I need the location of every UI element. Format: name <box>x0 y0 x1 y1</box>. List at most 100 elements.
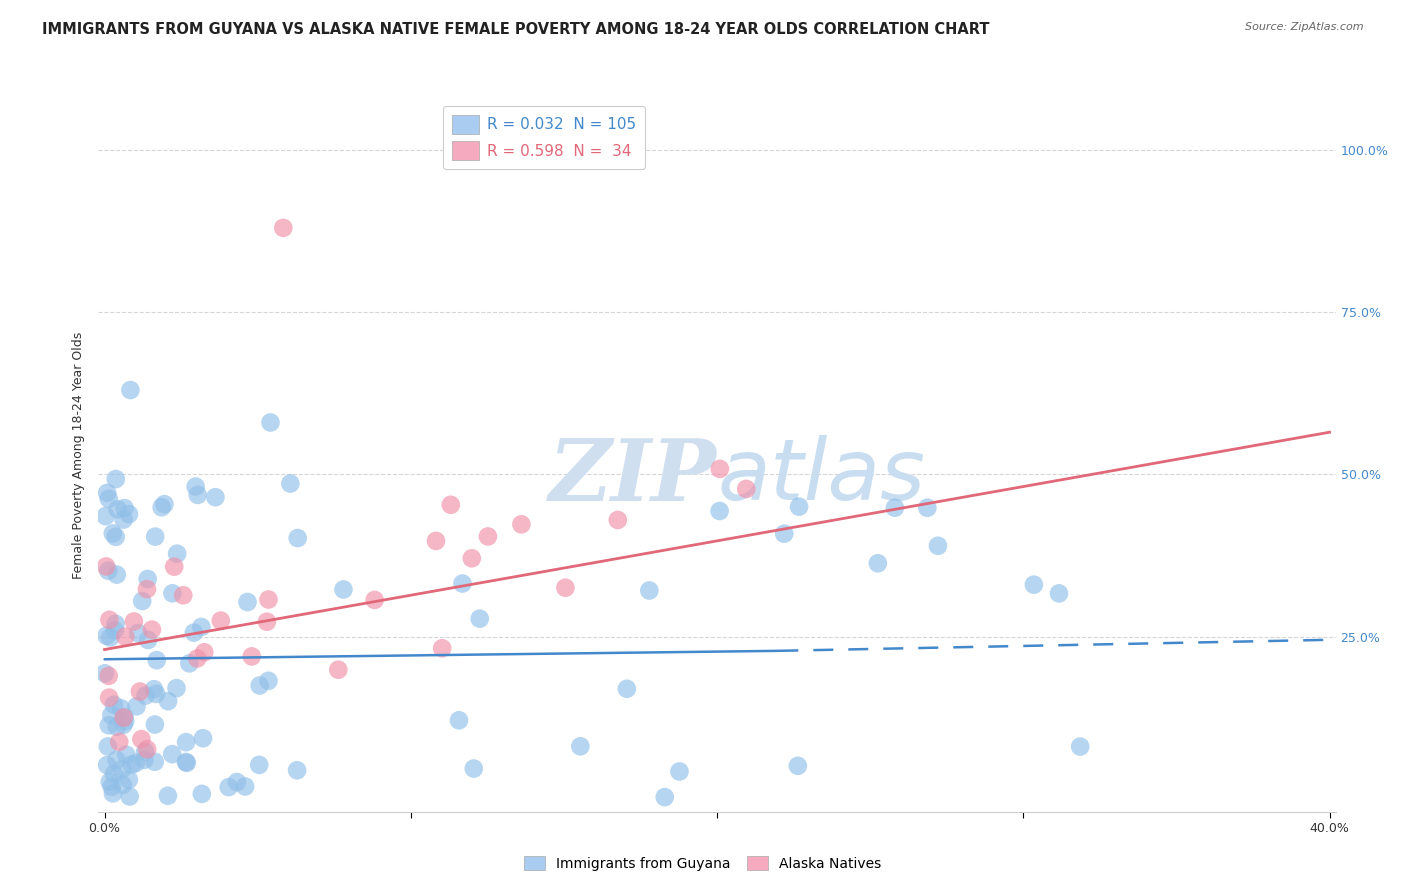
Point <box>143 530 166 544</box>
Point <box>118 789 141 804</box>
Point <box>162 586 184 600</box>
Point <box>247 758 270 772</box>
Point <box>163 559 186 574</box>
Point <box>136 572 159 586</box>
Point <box>145 687 167 701</box>
Point <box>125 756 148 770</box>
Point <box>135 689 157 703</box>
Point <box>186 651 208 665</box>
Point <box>440 498 463 512</box>
Point <box>98 775 121 789</box>
Point <box>191 787 214 801</box>
Point <box>114 714 136 728</box>
Point <box>1022 577 1045 591</box>
Point <box>157 694 180 708</box>
Point <box>259 416 281 430</box>
Point <box>97 718 120 732</box>
Point <box>98 631 121 645</box>
Point <box>103 766 125 780</box>
Point <box>111 762 134 776</box>
Point <box>101 526 124 541</box>
Point <box>105 567 128 582</box>
Point <box>105 720 128 734</box>
Point <box>638 583 661 598</box>
Point <box>143 717 166 731</box>
Point <box>94 666 117 681</box>
Point <box>174 755 197 769</box>
Point <box>477 529 499 543</box>
Point <box>332 582 354 597</box>
Y-axis label: Female Poverty Among 18-24 Year Olds: Female Poverty Among 18-24 Year Olds <box>72 331 86 579</box>
Point <box>447 714 470 728</box>
Point <box>554 581 576 595</box>
Point <box>128 684 150 698</box>
Point <box>104 624 127 638</box>
Point <box>114 710 136 724</box>
Point <box>510 517 533 532</box>
Point <box>461 551 484 566</box>
Legend: Immigrants from Guyana, Alaska Natives: Immigrants from Guyana, Alaska Natives <box>519 850 887 876</box>
Point <box>122 615 145 629</box>
Point <box>176 756 198 770</box>
Point <box>668 764 690 779</box>
Point <box>127 626 149 640</box>
Point <box>103 698 125 712</box>
Point <box>97 491 120 506</box>
Point <box>145 653 167 667</box>
Point <box>425 533 447 548</box>
Point <box>773 526 796 541</box>
Point <box>709 462 731 476</box>
Point <box>131 594 153 608</box>
Point <box>97 564 120 578</box>
Point <box>285 764 308 778</box>
Point <box>136 742 159 756</box>
Point <box>735 482 758 496</box>
Text: atlas: atlas <box>717 434 925 518</box>
Point <box>104 472 127 486</box>
Point <box>96 629 118 643</box>
Point <box>257 673 280 688</box>
Point <box>280 476 302 491</box>
Point <box>150 500 173 515</box>
Legend: R = 0.032  N = 105, R = 0.598  N =  34: R = 0.032 N = 105, R = 0.598 N = 34 <box>443 106 645 169</box>
Point <box>94 559 117 574</box>
Text: IMMIGRANTS FROM GUYANA VS ALASKA NATIVE FEMALE POVERTY AMONG 18-24 YEAR OLDS COR: IMMIGRANTS FROM GUYANA VS ALASKA NATIVE … <box>42 22 990 37</box>
Text: Source: ZipAtlas.com: Source: ZipAtlas.com <box>1246 22 1364 32</box>
Point <box>134 753 156 767</box>
Point <box>172 588 194 602</box>
Point <box>218 780 240 794</box>
Point <box>866 556 889 570</box>
Point <box>917 500 939 515</box>
Point <box>451 576 474 591</box>
Point <box>179 657 201 671</box>
Point <box>328 663 350 677</box>
Point <box>363 593 385 607</box>
Point <box>569 739 592 754</box>
Point <box>209 614 232 628</box>
Point <box>190 620 212 634</box>
Point <box>225 775 247 789</box>
Point <box>193 645 215 659</box>
Point <box>166 681 188 695</box>
Point <box>108 735 131 749</box>
Point <box>114 630 136 644</box>
Point <box>1047 586 1070 600</box>
Point <box>468 612 491 626</box>
Point <box>104 616 127 631</box>
Point <box>236 595 259 609</box>
Point <box>101 786 124 800</box>
Point <box>257 592 280 607</box>
Point <box>104 530 127 544</box>
Point <box>287 531 309 545</box>
Point <box>249 678 271 692</box>
Point <box>156 789 179 803</box>
Point <box>463 762 485 776</box>
Point <box>136 582 159 596</box>
Point <box>204 490 226 504</box>
Point <box>174 735 197 749</box>
Point <box>927 539 949 553</box>
Point <box>143 682 166 697</box>
Point <box>114 501 136 516</box>
Point <box>100 780 122 794</box>
Point <box>432 641 454 656</box>
